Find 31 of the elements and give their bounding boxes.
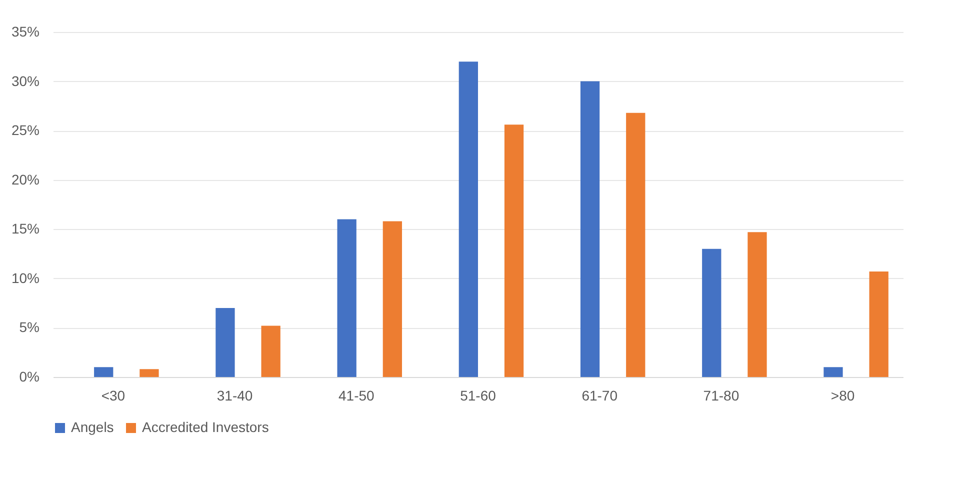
- y-tick-label: 20%: [11, 171, 40, 188]
- bar: [748, 232, 767, 377]
- x-tick-label: <30: [101, 388, 126, 404]
- y-tick-label: 0%: [19, 368, 40, 384]
- x-tick-label: 41-50: [338, 388, 375, 404]
- bar: [94, 367, 114, 377]
- bar: [337, 219, 356, 377]
- y-tick-label: 10%: [11, 270, 40, 286]
- legend-label: Accredited Investors: [142, 419, 269, 435]
- bar: [504, 124, 524, 377]
- y-tick-label: 15%: [11, 220, 40, 237]
- y-tick-label: 5%: [19, 319, 40, 336]
- x-tick-label: 31-40: [216, 388, 253, 404]
- x-tick-label: 61-70: [582, 388, 618, 404]
- bar: [824, 367, 843, 377]
- x-tick-label: >80: [830, 388, 855, 404]
- bar: [216, 308, 235, 377]
- y-tick-label: 30%: [11, 72, 40, 89]
- bar: [580, 81, 600, 377]
- y-tick-label: 25%: [11, 122, 40, 138]
- bar: [626, 112, 646, 377]
- bar: [702, 248, 722, 377]
- bar: [869, 272, 888, 377]
- x-tick-label: 51-60: [460, 388, 496, 404]
- bar: [458, 62, 478, 377]
- legend-label: Angels: [71, 419, 114, 435]
- x-tick-label: 71-80: [703, 388, 740, 404]
- bar: [261, 326, 280, 377]
- y-tick-label: 35%: [11, 24, 40, 40]
- bar: [382, 221, 402, 377]
- bar: [140, 369, 159, 377]
